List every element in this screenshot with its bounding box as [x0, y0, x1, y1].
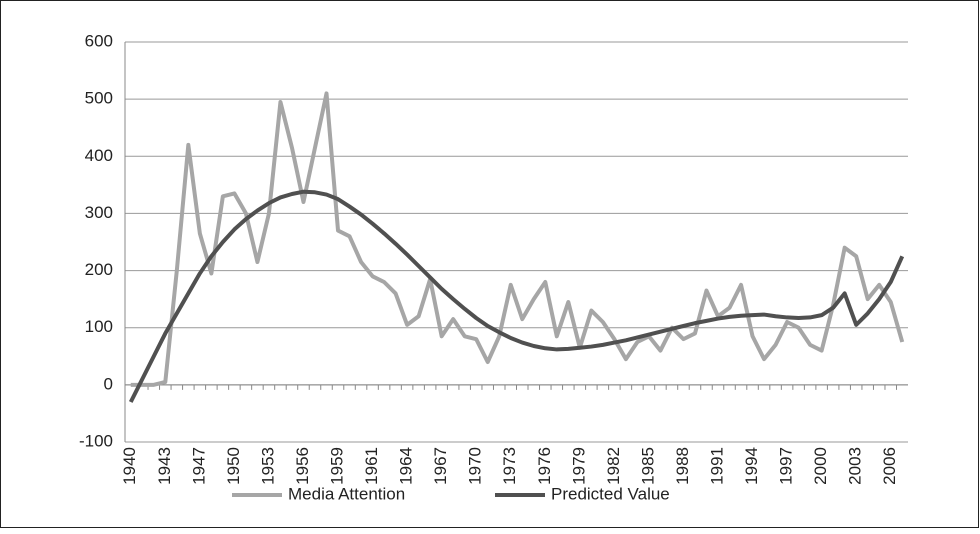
x-tick-label: 1979 — [569, 447, 588, 485]
series-line — [130, 91, 905, 387]
x-tick-label: 1953 — [258, 447, 277, 485]
x-tick-label: 2003 — [846, 447, 865, 485]
y-tick-label: 100 — [85, 317, 113, 336]
x-tick-label: 1973 — [500, 447, 519, 485]
x-tick-label: 1985 — [638, 447, 657, 485]
x-tick-label: 1964 — [397, 447, 416, 485]
y-tick-label: 300 — [85, 203, 113, 222]
x-tick-label: 2000 — [811, 447, 830, 485]
y-tick-label: 600 — [85, 31, 113, 50]
x-tick-label: 1956 — [293, 447, 312, 485]
legend-label: Predicted Value — [551, 484, 670, 503]
x-tick-label: 1970 — [466, 447, 485, 485]
y-tick-label: 200 — [85, 260, 113, 279]
series-line — [128, 189, 905, 403]
y-tick-label: 0 — [104, 374, 113, 393]
x-tick-label: 1940 — [120, 447, 139, 485]
x-tick-label: 2006 — [880, 447, 899, 485]
x-tick-label: 1988 — [673, 447, 692, 485]
x-tick-label: 1967 — [431, 447, 450, 485]
x-tick-label: 1959 — [328, 447, 347, 485]
x-tick-label: 1997 — [777, 447, 796, 485]
x-tick-label: 1982 — [604, 447, 623, 485]
y-tick-label: 400 — [85, 146, 113, 165]
x-tick-label: 1943 — [155, 447, 174, 485]
x-tick-label: 1947 — [189, 447, 208, 485]
x-tick-label: 1991 — [707, 447, 726, 485]
legend-label: Media Attention — [288, 484, 405, 503]
x-tick-label: 1950 — [224, 447, 243, 485]
x-tick-label: 1994 — [742, 447, 761, 485]
x-tick-label: 1961 — [362, 447, 381, 485]
y-tick-label: 500 — [85, 89, 113, 108]
y-tick-label: -100 — [79, 431, 113, 450]
x-tick-label: 1976 — [535, 447, 554, 485]
